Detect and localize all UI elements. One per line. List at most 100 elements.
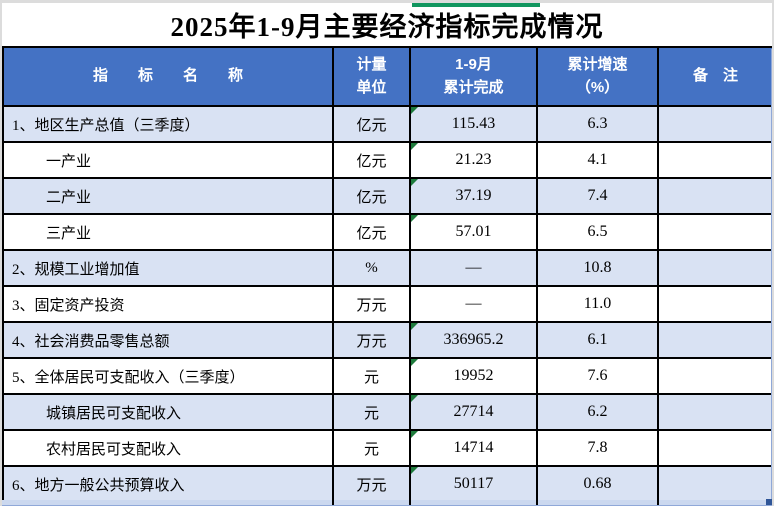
cell-unit[interactable]: 元: [332, 393, 411, 431]
cell-unit[interactable]: 万元: [332, 465, 411, 503]
cell-remark[interactable]: [657, 249, 772, 287]
cell-remark[interactable]: [657, 177, 772, 215]
cell-value[interactable]: —: [409, 285, 538, 323]
table-row: 5、全体居民可支配收入（三季度）元 19952 7.6: [2, 357, 772, 395]
error-flag-icon: [412, 180, 418, 186]
cell-value-text: 336965.2: [443, 331, 504, 348]
cell-growth[interactable]: 6.3: [536, 105, 659, 143]
cell-indicator[interactable]: 2、规模工业增加值: [2, 249, 334, 287]
cell-unit[interactable]: 万元: [332, 285, 411, 323]
cell-remark[interactable]: [657, 465, 772, 503]
indicators-table: 指 标 名 称 计量 单位 1-9月 累计完成 累计增速 （%） 备 注: [2, 46, 772, 503]
cell-value[interactable]: 50117: [409, 465, 538, 503]
col-header-unit-line2: 单位: [356, 78, 387, 96]
grid-line: [657, 500, 659, 505]
cell-unit[interactable]: 元: [332, 429, 411, 467]
cell-value[interactable]: 115.43: [409, 105, 538, 143]
cell-growth[interactable]: 6.1: [536, 321, 659, 359]
cell-indicator[interactable]: 1、地区生产总值（三季度）: [2, 105, 334, 143]
cell-unit[interactable]: 亿元: [332, 141, 411, 179]
cell-value[interactable]: 14714: [409, 429, 538, 467]
cell-value-text: 14714: [453, 439, 494, 456]
next-row-strip: [2, 500, 772, 506]
cell-growth[interactable]: 7.4: [536, 177, 659, 215]
cell-value[interactable]: —: [409, 249, 538, 287]
title-bar: 2025年1-9月主要经济指标完成情况: [2, 3, 772, 46]
table-row: 1、地区生产总值（三季度） 亿元 115.43 6.3: [2, 105, 772, 143]
cell-remark[interactable]: [657, 357, 772, 395]
cell-unit[interactable]: 万元: [332, 321, 411, 359]
cell-value[interactable]: 37.19: [409, 177, 538, 215]
cell-unit[interactable]: 亿元: [332, 213, 411, 251]
cell-value[interactable]: 19952: [409, 357, 538, 395]
selection-right-edge: [771, 49, 772, 506]
cell-growth[interactable]: 6.5: [536, 213, 659, 251]
header-row: 指 标 名 称 计量 单位 1-9月 累计完成 累计增速 （%） 备 注: [2, 46, 772, 107]
error-flag-icon: [412, 216, 418, 222]
cell-growth[interactable]: 10.8: [536, 249, 659, 287]
cell-value[interactable]: 27714: [409, 393, 538, 431]
cell-indicator[interactable]: 城镇居民可支配收入: [2, 393, 334, 431]
page-title[interactable]: 2025年1-9月主要经济指标完成情况: [170, 12, 604, 42]
col-header-unit[interactable]: 计量 单位: [332, 46, 411, 107]
cell-indicator[interactable]: 3、固定资产投资: [2, 285, 334, 323]
cell-remark[interactable]: [657, 213, 772, 251]
cell-value[interactable]: 57.01: [409, 213, 538, 251]
cell-indicator[interactable]: 一产业: [2, 141, 334, 179]
grid-line: [536, 500, 538, 505]
table-row: 一产业 亿元 21.23 4.1: [2, 141, 772, 179]
cell-value-text: 115.43: [451, 115, 496, 132]
fill-handle-icon[interactable]: [766, 499, 772, 505]
cell-remark[interactable]: [657, 285, 772, 323]
col-header-value[interactable]: 1-9月 累计完成: [409, 46, 538, 107]
cell-growth[interactable]: 4.1: [536, 141, 659, 179]
table-row: 4、社会消费品零售总额 万元 336965.2 6.1: [2, 321, 772, 359]
table-row: 6、地方一般公共预算收入 万元 50117 0.68: [2, 465, 772, 503]
column-selection-accent: [412, 3, 540, 7]
error-flag-icon: [412, 324, 418, 330]
cell-indicator[interactable]: 4、社会消费品零售总额: [2, 321, 334, 359]
cell-remark[interactable]: [657, 141, 772, 179]
col-header-remark-label: 备 注: [692, 67, 738, 85]
cell-remark[interactable]: [657, 105, 772, 143]
error-flag-icon: [412, 108, 418, 114]
cell-value-text: 57.01: [455, 223, 492, 240]
cell-growth[interactable]: 7.8: [536, 429, 659, 467]
table-row: 农村居民可支配收入元 14714 7.8: [2, 429, 772, 467]
col-header-growth[interactable]: 累计增速 （%）: [536, 46, 659, 107]
table-row: 3、固定资产投资 万元 —11.0: [2, 285, 772, 323]
cell-value-text: 19952: [453, 367, 494, 384]
cell-unit[interactable]: 亿元: [332, 105, 411, 143]
cell-value[interactable]: 21.23: [409, 141, 538, 179]
error-flag-icon: [412, 144, 418, 150]
cell-growth[interactable]: 7.6: [536, 357, 659, 395]
cell-indicator[interactable]: 二产业: [2, 177, 334, 215]
cell-remark[interactable]: [657, 429, 772, 467]
col-header-indicator[interactable]: 指 标 名 称: [2, 46, 334, 107]
cell-growth[interactable]: 6.2: [536, 393, 659, 431]
cell-indicator[interactable]: 三产业: [2, 213, 334, 251]
cell-indicator[interactable]: 5、全体居民可支配收入（三季度）: [2, 357, 334, 395]
cell-value-text: 37.19: [455, 187, 492, 204]
cell-growth[interactable]: 0.68: [536, 465, 659, 503]
cell-growth[interactable]: 11.0: [536, 285, 659, 323]
cell-remark[interactable]: [657, 321, 772, 359]
cell-unit[interactable]: 元: [332, 357, 411, 395]
cell-remark[interactable]: [657, 393, 772, 431]
cell-indicator[interactable]: 农村居民可支配收入: [2, 429, 334, 467]
error-flag-icon: [412, 396, 418, 402]
cell-unit[interactable]: 亿元: [332, 177, 411, 215]
cell-indicator[interactable]: 6、地方一般公共预算收入: [2, 465, 334, 503]
col-header-remark[interactable]: 备 注: [657, 46, 772, 107]
table-row: 二产业 亿元 37.19 7.4: [2, 177, 772, 215]
col-header-growth-line2: （%）: [575, 78, 620, 96]
cell-unit[interactable]: %: [332, 249, 411, 287]
cell-value[interactable]: 336965.2: [409, 321, 538, 359]
error-flag-icon: [412, 468, 418, 474]
col-header-unit-line1: 计量: [356, 56, 387, 73]
col-header-value-line1: 1-9月: [455, 56, 492, 73]
col-header-growth-line1: 累计增速: [567, 56, 628, 73]
col-header-indicator-label: 指 标 名 称: [92, 67, 243, 85]
error-flag-icon: [412, 432, 418, 438]
